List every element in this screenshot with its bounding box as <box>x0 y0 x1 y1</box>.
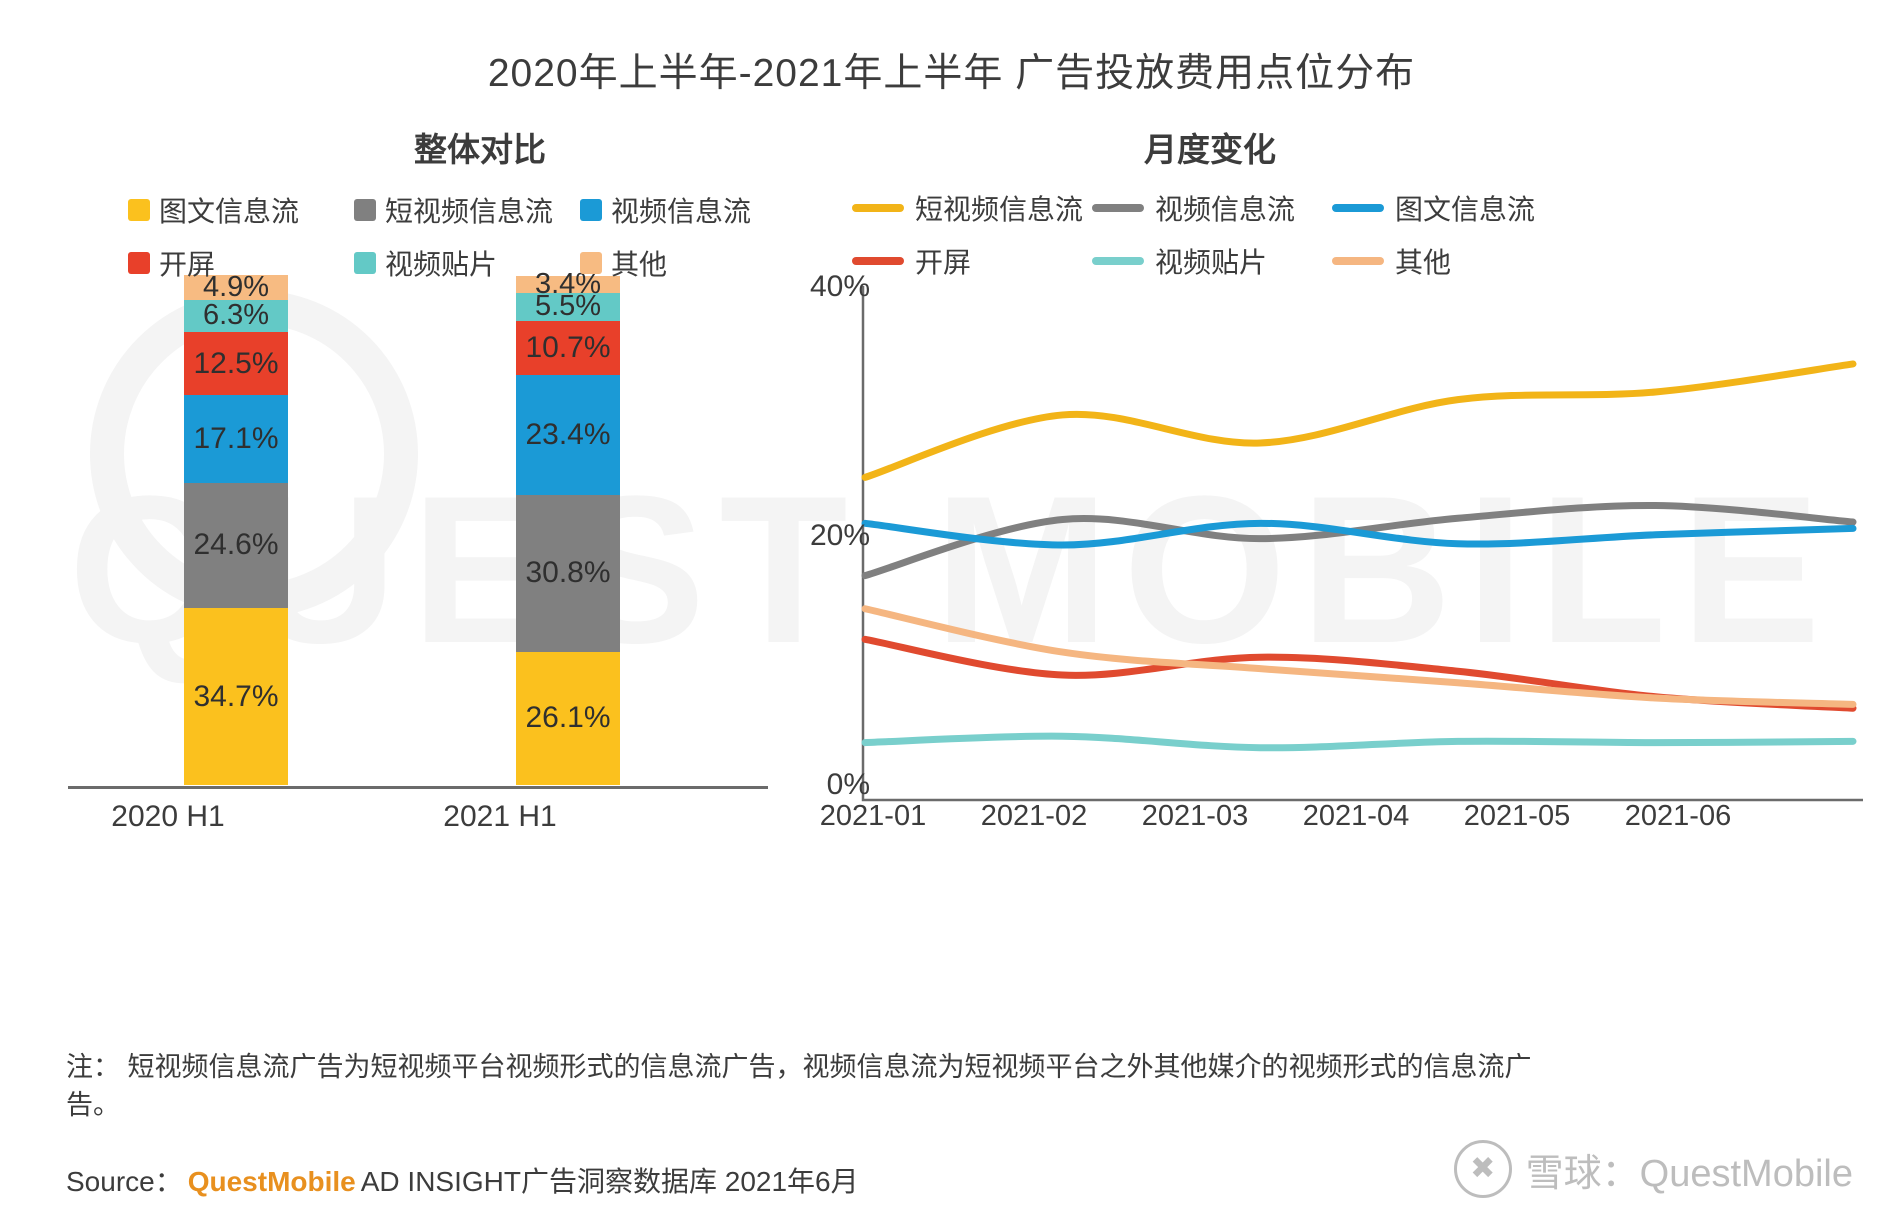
line-xtick-2021-03: 2021-03 <box>1141 800 1249 832</box>
legend-item-duanshipin[interactable]: 短视频信息流 <box>852 188 1092 228</box>
bar-segment-label: 24.6% <box>193 528 279 562</box>
legend-line-icon <box>1092 204 1144 212</box>
line-xtick-2021-06: 2021-06 <box>1624 800 1732 832</box>
bar-xtick-2020h1: 2020 H1 <box>111 800 225 833</box>
legend-row-2: 开屏 视频贴片 其他 <box>852 241 1572 281</box>
bar-segment-label: 23.4% <box>525 418 611 452</box>
legend-swatch-icon <box>580 252 602 274</box>
bar-segment-label: 26.1% <box>525 701 611 735</box>
legend-line-icon <box>852 257 904 265</box>
line-ytick-20: 20% <box>809 519 870 552</box>
xueqiu-attribution: ✖ 雪球：QuestMobile <box>1453 1140 1853 1198</box>
legend-row-2: 开屏 视频贴片 其他 <box>128 243 806 283</box>
legend-label: 视频信息流 <box>611 196 752 227</box>
bar-segment-label: 6.3% <box>202 299 270 332</box>
legend-item-tiepian[interactable]: 视频贴片 <box>354 243 580 283</box>
source-prefix: Source： <box>66 1166 183 1197</box>
line-ytick-40: 40% <box>809 270 870 303</box>
line-series-视频贴片 <box>861 732 1857 752</box>
legend-row-1: 图文信息流 短视频信息流 视频信息流 <box>128 190 806 230</box>
legend-swatch-icon <box>128 199 150 221</box>
line-series-图文信息流 <box>861 519 1857 549</box>
bar-column-2021h1[interactable]: 3.4% 5.5% 10.7% 23.4% 30.8% 26.1% <box>516 268 620 785</box>
line-series-其他 <box>861 605 1857 708</box>
bar-segment-label: 12.5% <box>193 346 279 380</box>
bar-segment-duanshipin[interactable]: 30.8% <box>516 494 620 652</box>
legend-swatch-icon <box>354 199 376 221</box>
legend-item-tuwen[interactable]: 图文信息流 <box>1332 188 1572 228</box>
legend-row-1: 短视频信息流 视频信息流 图文信息流 <box>852 188 1572 228</box>
legend-label: 开屏 <box>159 249 216 280</box>
bar-segment-shipin[interactable]: 23.4% <box>516 375 620 495</box>
legend-item-qita[interactable]: 其他 <box>1332 241 1572 281</box>
legend-line-icon <box>1332 257 1384 265</box>
legend-label: 开屏 <box>915 247 972 278</box>
source-rest: AD INSIGHT广告洞察数据库 2021年6月 <box>360 1166 859 1197</box>
bar-segment-tuwen[interactable]: 26.1% <box>516 651 620 785</box>
bar-chart-legend: 图文信息流 短视频信息流 视频信息流 开屏 视频贴片 其他 <box>128 190 806 296</box>
legend-line-icon <box>1332 204 1384 212</box>
legend-label: 视频信息流 <box>1155 194 1296 225</box>
legend-swatch-icon <box>128 252 150 274</box>
bar-segment-duanshipin[interactable]: 24.6% <box>184 482 288 609</box>
xueqiu-text: 雪球：QuestMobile <box>1525 1152 1853 1195</box>
legend-label: 视频贴片 <box>385 249 498 280</box>
line-ytick-0: 0% <box>826 768 870 801</box>
right-panel-title: 月度变化 <box>1144 131 1276 168</box>
bar-segment-label: 5.5% <box>534 290 602 323</box>
legend-label: 视频贴片 <box>1155 247 1268 278</box>
legend-label: 短视频信息流 <box>385 196 554 227</box>
bar-segment-kaiping[interactable]: 10.7% <box>516 320 620 376</box>
legend-swatch-icon <box>580 199 602 221</box>
legend-item-qita[interactable]: 其他 <box>580 243 806 283</box>
xueqiu-logo-icon: ✖ <box>1453 1140 1512 1198</box>
line-xtick-2021-02: 2021-02 <box>980 800 1088 832</box>
line-xtick-2021-05: 2021-05 <box>1463 800 1571 832</box>
bar-segment-tiepian[interactable]: 5.5% <box>516 290 620 323</box>
stacked-bar-chart: 4.9% 6.3% 12.5% 17.1% 24.6% 34.7% 3.4% 5… <box>68 268 768 785</box>
legend-label: 其他 <box>611 249 668 280</box>
bar-segment-label: 34.7% <box>193 679 279 713</box>
legend-label: 其他 <box>1395 247 1452 278</box>
bar-segment-tuwen[interactable]: 34.7% <box>184 608 288 785</box>
left-panel-title: 整体对比 <box>414 131 546 168</box>
page-title: 2020年上半年-2021年上半年 广告投放费用点位分布 <box>487 52 1416 95</box>
source-line: Source： QuestMobile AD INSIGHT广告洞察数据库 20… <box>66 1160 859 1200</box>
bar-segment-label: 17.1% <box>193 421 279 455</box>
bar-chart-x-axis <box>68 786 768 789</box>
bar-segment-kaiping[interactable]: 12.5% <box>184 331 288 396</box>
line-chart-svg <box>861 286 1863 802</box>
legend-line-icon <box>1092 257 1144 265</box>
source-brand: QuestMobile <box>187 1166 356 1197</box>
line-series-短视频信息流 <box>861 360 1857 481</box>
footnote: 注： 短视频信息流广告为短视频平台视频形式的信息流广告，视频信息流为短视频平台之… <box>66 1052 1532 1120</box>
legend-label: 短视频信息流 <box>915 194 1084 225</box>
line-xtick-2021-01: 2021-01 <box>819 800 927 832</box>
line-xtick-2021-04: 2021-04 <box>1302 800 1410 832</box>
line-chart <box>855 280 1865 810</box>
legend-label: 图文信息流 <box>1395 194 1536 225</box>
legend-swatch-icon <box>354 252 376 274</box>
bar-segment-tiepian[interactable]: 6.3% <box>184 299 288 332</box>
legend-item-shipin[interactable]: 视频信息流 <box>580 190 806 230</box>
legend-line-icon <box>852 204 904 212</box>
bar-segment-label: 10.7% <box>525 331 611 365</box>
line-chart-legend: 短视频信息流 视频信息流 图文信息流 开屏 视频贴片 其他 <box>852 188 1572 294</box>
legend-item-tuwen[interactable]: 图文信息流 <box>128 190 354 230</box>
bar-segment-label: 30.8% <box>525 556 611 590</box>
bar-column-2020h1[interactable]: 4.9% 6.3% 12.5% 17.1% 24.6% 34.7% <box>184 271 288 785</box>
legend-item-duanshipin[interactable]: 短视频信息流 <box>354 190 580 230</box>
bar-segment-shipin[interactable]: 17.1% <box>184 395 288 483</box>
legend-item-kaiping[interactable]: 开屏 <box>852 241 1092 281</box>
legend-item-kaiping[interactable]: 开屏 <box>128 243 354 283</box>
legend-item-shipin[interactable]: 视频信息流 <box>1092 188 1332 228</box>
bar-xtick-2021h1: 2021 H1 <box>443 800 557 833</box>
legend-item-tiepian[interactable]: 视频贴片 <box>1092 241 1332 281</box>
legend-label: 图文信息流 <box>159 196 300 227</box>
